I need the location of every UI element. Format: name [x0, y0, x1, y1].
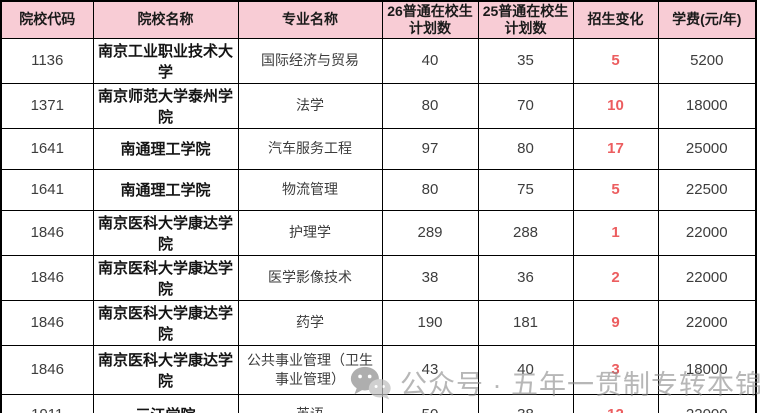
- cell-code: 1846: [0, 344, 94, 395]
- cell-plan25: 181: [477, 299, 574, 346]
- table-row: 1641 南通理工学院 汽车服务工程 97 80 17 25000: [0, 127, 757, 170]
- column-header-2: 专业名称: [237, 0, 383, 39]
- cell-school: 南京师范大学泰州学院: [92, 82, 239, 129]
- cell-change: 17: [572, 127, 659, 170]
- cell-major: 医学影像技术: [237, 254, 383, 301]
- cell-plan26: 289: [381, 209, 479, 256]
- cell-change: 5: [572, 37, 659, 84]
- cell-plan25: 40: [477, 344, 574, 395]
- cell-tuition: 18000: [657, 344, 757, 395]
- cell-school: 三江学院: [92, 393, 239, 413]
- cell-plan26: 190: [381, 299, 479, 346]
- cell-tuition: 18000: [657, 82, 757, 129]
- cell-school: 南京医科大学康达学院: [92, 299, 239, 346]
- table-row: 1846 南京医科大学康达学院 医学影像技术 38 36 2 22000: [0, 254, 757, 301]
- cell-code: 1641: [0, 127, 94, 170]
- cell-tuition: 5200: [657, 37, 757, 84]
- column-header-4: 25普通在校生计划数: [477, 0, 574, 39]
- cell-school: 南通理工学院: [92, 168, 239, 211]
- cell-school: 南京医科大学康达学院: [92, 254, 239, 301]
- table-row: 1641 南通理工学院 物流管理 80 75 5 22500: [0, 168, 757, 211]
- cell-plan26: 97: [381, 127, 479, 170]
- cell-major: 公共事业管理（卫生事业管理）: [237, 344, 383, 395]
- cell-change: 12: [572, 393, 659, 413]
- cell-plan25: 75: [477, 168, 574, 211]
- cell-change: 1: [572, 209, 659, 256]
- cell-code: 1136: [0, 37, 94, 84]
- cell-major: 汽车服务工程: [237, 127, 383, 170]
- cell-code: 1911: [0, 393, 94, 413]
- cell-major: 国际经济与贸易: [237, 37, 383, 84]
- cell-code: 1846: [0, 299, 94, 346]
- table-row: 1136 南京工业职业技术大学 国际经济与贸易 40 35 5 5200: [0, 37, 757, 84]
- cell-plan26: 80: [381, 82, 479, 129]
- cell-school: 南通理工学院: [92, 127, 239, 170]
- cell-change: 9: [572, 299, 659, 346]
- table-body: 1136 南京工业职业技术大学 国际经济与贸易 40 35 5 5200 1371 南京师范大学…: [0, 37, 757, 413]
- cell-tuition: 22500: [657, 168, 757, 211]
- table-row: 1846 南京医科大学康达学院 药学 190 181 9 22000: [0, 299, 757, 346]
- cell-tuition: 22000: [657, 393, 757, 413]
- table-row: 1846 南京医科大学康达学院 公共事业管理（卫生事业管理） 43 40 3 18000: [0, 344, 757, 395]
- table-row: 1846 南京医科大学康达学院 护理学 289 288 1 22000: [0, 209, 757, 256]
- cell-change: 2: [572, 254, 659, 301]
- cell-plan26: 38: [381, 254, 479, 301]
- cell-major: 法学: [237, 82, 383, 129]
- cell-plan25: 36: [477, 254, 574, 301]
- cell-plan26: 80: [381, 168, 479, 211]
- cell-code: 1641: [0, 168, 94, 211]
- cell-tuition: 25000: [657, 127, 757, 170]
- cell-change: 10: [572, 82, 659, 129]
- cell-major: 物流管理: [237, 168, 383, 211]
- cell-tuition: 22000: [657, 209, 757, 256]
- cell-school: 南京医科大学康达学院: [92, 209, 239, 256]
- cell-plan26: 43: [381, 344, 479, 395]
- cell-school: 南京医科大学康达学院: [92, 344, 239, 395]
- cell-major: 护理学: [237, 209, 383, 256]
- cell-plan25: 70: [477, 82, 574, 129]
- cell-school: 南京工业职业技术大学: [92, 37, 239, 84]
- cell-plan25: 35: [477, 37, 574, 84]
- cell-plan25: 38: [477, 393, 574, 413]
- cell-tuition: 22000: [657, 299, 757, 346]
- cell-tuition: 22000: [657, 254, 757, 301]
- column-header-0: 院校代码: [0, 0, 94, 39]
- cell-plan25: 288: [477, 209, 574, 256]
- cell-code: 1371: [0, 82, 94, 129]
- cell-plan25: 80: [477, 127, 574, 170]
- column-header-1: 院校名称: [92, 0, 239, 39]
- cell-plan26: 50: [381, 393, 479, 413]
- cell-major: 英语: [237, 393, 383, 413]
- cell-code: 1846: [0, 209, 94, 256]
- cell-change: 5: [572, 168, 659, 211]
- cell-major: 药学: [237, 299, 383, 346]
- cell-change: 3: [572, 344, 659, 395]
- table-row: 1371 南京师范大学泰州学院 法学 80 70 10 18000: [0, 82, 757, 129]
- header-row: 院校代码 院校名称 专业名称 26普通在校生计划数 25普通在校生计划数 招生变化 学费(元…: [0, 0, 757, 39]
- table-row: 1911三江学院英语50381222000: [0, 393, 757, 413]
- cell-plan26: 40: [381, 37, 479, 84]
- column-header-5: 招生变化: [572, 0, 659, 39]
- column-header-3: 26普通在校生计划数: [381, 0, 479, 39]
- cell-code: 1846: [0, 254, 94, 301]
- column-header-6: 学费(元/年): [657, 0, 757, 39]
